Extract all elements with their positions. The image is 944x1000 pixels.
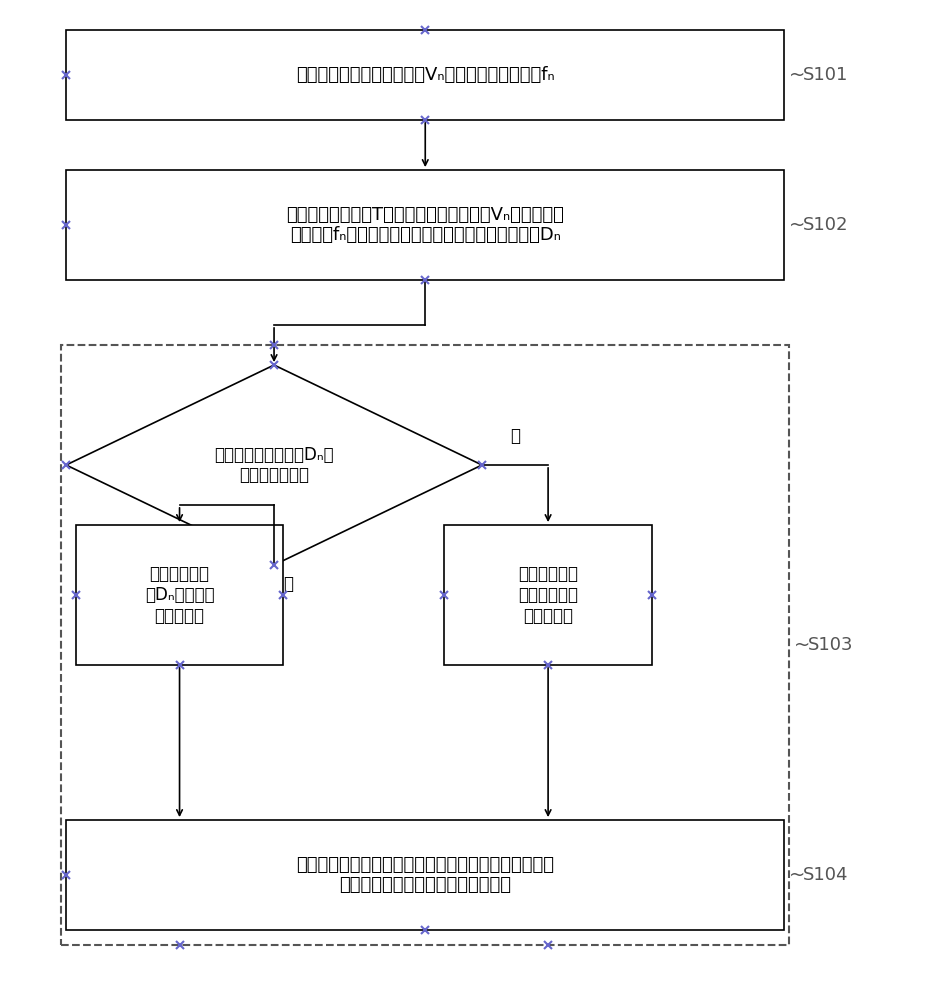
FancyBboxPatch shape xyxy=(66,30,784,120)
Text: ~: ~ xyxy=(788,66,804,85)
Text: 每隔一个时间周期T根据获取的当前线速度Vₙ和电机转子
当前频率fₙ计算出辊轮上材料外径的当前卷径计算值Dₙ: 每隔一个时间周期T根据获取的当前线速度Vₙ和电机转子 当前频率fₙ计算出辊轮上材… xyxy=(286,206,564,244)
Text: S101: S101 xyxy=(802,66,848,84)
Text: 获取材料运行的当前线速度Vₙ和电机转子当前频率fₙ: 获取材料运行的当前线速度Vₙ和电机转子当前频率fₙ xyxy=(295,66,554,84)
Text: 判断当前卷径计算值Dₙ是
否在限制条件内: 判断当前卷径计算值Dₙ是 否在限制条件内 xyxy=(214,446,333,484)
FancyBboxPatch shape xyxy=(76,525,283,665)
FancyBboxPatch shape xyxy=(66,820,784,930)
Text: ~: ~ xyxy=(793,636,809,654)
FancyBboxPatch shape xyxy=(444,525,651,665)
Text: 是: 是 xyxy=(283,575,294,593)
Text: ~: ~ xyxy=(788,865,804,884)
FancyBboxPatch shape xyxy=(66,170,784,280)
Text: S104: S104 xyxy=(802,866,848,884)
Text: 否: 否 xyxy=(510,427,520,445)
Text: S103: S103 xyxy=(807,636,852,654)
Text: ~: ~ xyxy=(788,216,804,234)
Text: S102: S102 xyxy=(802,216,848,234)
Text: 限制条件的边
界值当做当前
卷径确定值: 限制条件的边 界值当做当前 卷径确定值 xyxy=(517,565,578,625)
Text: 当前卷径计算
值Dₙ当做当前
卷径确定值: 当前卷径计算 值Dₙ当做当前 卷径确定值 xyxy=(144,565,214,625)
Polygon shape xyxy=(66,365,481,565)
Text: 根据所述当前卷径确定值控制电机输出相应的力矩，使
得材料在滚动过程中获得恒定的张力: 根据所述当前卷径确定值控制电机输出相应的力矩，使 得材料在滚动过程中获得恒定的张… xyxy=(295,856,554,894)
